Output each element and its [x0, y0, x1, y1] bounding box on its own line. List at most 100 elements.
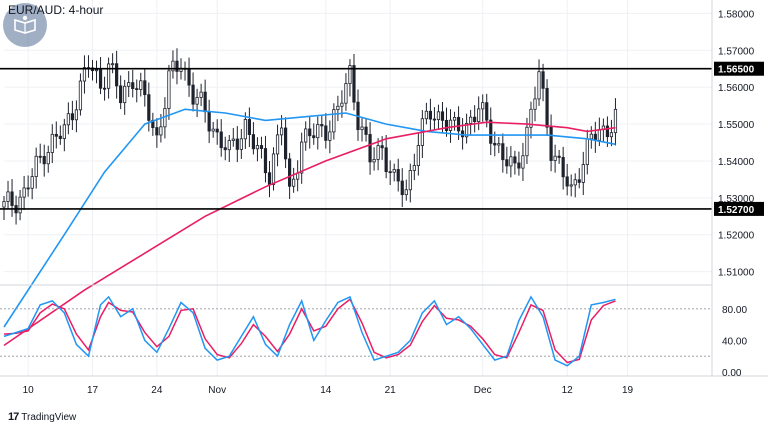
candle-body [2, 201, 6, 208]
candle-body [215, 128, 219, 133]
candle-body [203, 91, 207, 113]
candle-body [493, 142, 497, 146]
candle-body [364, 126, 368, 135]
ma-fast-line [3, 108, 616, 328]
candle-body [199, 91, 203, 98]
axes: 10 17 24 Nov 14 21 Dec 12 19 1.58000 1.57000 1.5600… [0, 0, 768, 396]
candle-body [416, 145, 420, 166]
candle-body [167, 70, 171, 109]
candle-body [283, 127, 288, 160]
candle-body [404, 189, 408, 196]
y-tick-label: 1.57000 [718, 46, 755, 57]
candle-body [175, 60, 179, 72]
candle-body [50, 133, 54, 153]
candle-body [360, 126, 364, 131]
candle-body [517, 162, 521, 169]
candle-body [332, 109, 336, 133]
candle-body [388, 171, 392, 174]
candle-body [505, 159, 509, 167]
x-tick-label: Dec [474, 385, 492, 396]
candle-body [219, 131, 223, 149]
candle-body [223, 147, 227, 151]
candle-body [521, 155, 525, 169]
candle-body [456, 116, 461, 132]
candle-body [316, 124, 320, 139]
chart-title: EUR/AUD: 4-hour [8, 3, 104, 17]
candle-body [605, 125, 610, 138]
candle-body [94, 69, 99, 72]
candle-body [78, 80, 83, 111]
candle-body [62, 124, 66, 139]
candle-body [54, 133, 58, 137]
x-tick-label: 24 [151, 385, 163, 396]
y-tick-label: 1.52000 [718, 231, 755, 242]
y-tick-label: 1.53000 [718, 194, 755, 205]
level-label: 1.52700 [718, 205, 755, 216]
candle-body [368, 134, 372, 163]
candle-body [477, 108, 481, 122]
candle-body [211, 128, 215, 132]
price-panel [0, 48, 712, 347]
candle-body [452, 116, 457, 121]
level-label-bg [714, 201, 764, 216]
level-label: 1.56500 [718, 65, 755, 76]
candle-body [255, 145, 260, 150]
candle-body [481, 102, 485, 110]
candle-body [593, 133, 597, 141]
candle-body [26, 187, 30, 190]
candle-body [320, 124, 324, 127]
candle-body [501, 143, 505, 161]
candle-body [465, 123, 469, 138]
y-tick-label: 1.51000 [718, 268, 755, 279]
candle-body [533, 98, 537, 110]
x-tick-label: 21 [385, 385, 397, 396]
candle-body [529, 108, 533, 128]
x-tick-label: 10 [23, 385, 35, 396]
candle-body [243, 119, 247, 140]
candle-body [469, 116, 473, 124]
candle-body [279, 127, 284, 136]
candle-body [376, 145, 380, 160]
x-tick-label: 17 [87, 385, 99, 396]
candle-body [34, 155, 38, 178]
candle-body [573, 179, 577, 186]
candle-body [497, 143, 501, 146]
candle-body [372, 159, 376, 163]
candle-body [444, 119, 449, 131]
candle-body [589, 133, 593, 140]
candle-body [553, 155, 557, 161]
y-tick-label: 1.55000 [718, 120, 755, 131]
candle-body [384, 147, 388, 173]
candle-body [344, 83, 348, 104]
ma-slow-line [3, 121, 616, 347]
candle-body [581, 164, 585, 183]
candle-body [131, 82, 135, 90]
candle-body [46, 152, 50, 165]
candle-body [473, 116, 477, 122]
candle-body [195, 97, 199, 105]
candle-body [42, 156, 46, 165]
candle-body [106, 63, 111, 89]
candle-body [348, 65, 352, 84]
candle-body [400, 180, 404, 196]
candle-body [207, 111, 211, 132]
candle-body [328, 131, 332, 141]
y-tick-label: 1.58000 [718, 9, 755, 20]
candle-body [440, 111, 445, 121]
candle-body [336, 105, 340, 110]
candle-body [585, 138, 589, 165]
candle-body [111, 63, 115, 66]
candle-body [489, 119, 493, 144]
y-tick-label: 1.56000 [718, 83, 755, 94]
stoch-tick-label: 80.00 [722, 305, 747, 316]
candle-body [187, 68, 191, 86]
y-tick-label: 1.54000 [718, 157, 755, 168]
candle-body [597, 129, 601, 141]
x-tick-label: 12 [562, 385, 574, 396]
candle-body [292, 178, 296, 187]
candle-body [565, 176, 569, 187]
candle-body [525, 126, 529, 157]
candle-body [609, 132, 614, 138]
stoch-tick-label: 40.00 [722, 336, 747, 347]
